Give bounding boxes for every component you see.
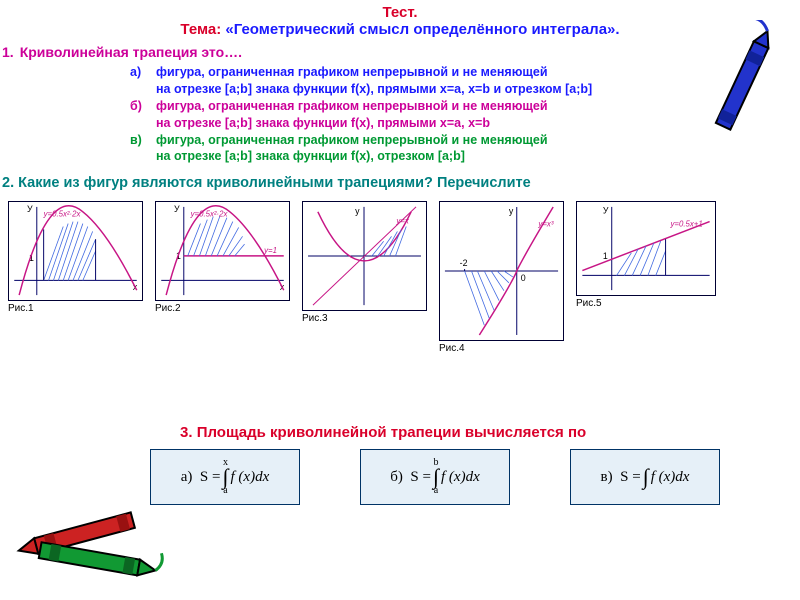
svg-text:y=1: y=1 [263,246,277,255]
figure-1: У x 1 y=0.5x²·2x Рис.1 [8,201,143,314]
svg-text:y=0.5x²·2x: y=0.5x²·2x [43,210,82,219]
figure-3: y=x y Рис.3 [302,201,427,324]
title-topic: Тема: «Геометрический смысл определённог… [0,21,800,44]
figures-row: У x 1 y=0.5x²·2x Рис.1 Уx 1 [0,201,800,354]
svg-text:У: У [174,204,180,214]
svg-text:y: y [355,206,360,216]
formula-b: б) S = b∫a f (x)dx [360,449,510,505]
svg-text:0: 0 [521,273,526,283]
svg-text:1: 1 [603,251,608,261]
figure-2: Уx 1 y=0.5x²·2x y=1 Рис.2 [155,201,290,314]
question-3: 3. Площадь криволинейной трапеции вычисл… [0,354,800,449]
crayons-icon [5,480,165,590]
question-1: 1. Криволинейная трапеция это…. [0,44,800,64]
figure-4: -2 0 y=x³ y Рис.4 [439,201,564,354]
svg-text:y=x: y=x [395,217,410,226]
svg-text:y: y [509,206,514,216]
svg-text:-2: -2 [460,258,468,268]
q1-options: а)фигура, ограниченная графиком непрерыв… [0,64,800,165]
svg-text:У: У [27,204,33,214]
svg-text:y=0.5x²·2x: y=0.5x²·2x [190,210,229,219]
crayon-icon [710,20,770,160]
figure-5: 1 y=0.5x+1 У Рис.5 [576,201,716,309]
formula-a: а) S = x∫a f (x)dx [150,449,300,505]
question-2: 2. Какие из фигур являются криволинейным… [0,165,800,201]
formula-v: в) S = ∫ f (x)dx [570,449,720,505]
svg-text:У: У [603,206,609,216]
svg-text:y=0.5x+1: y=0.5x+1 [669,220,702,229]
svg-text:y=x³: y=x³ [537,220,553,229]
title-test: Тест. [0,0,800,21]
